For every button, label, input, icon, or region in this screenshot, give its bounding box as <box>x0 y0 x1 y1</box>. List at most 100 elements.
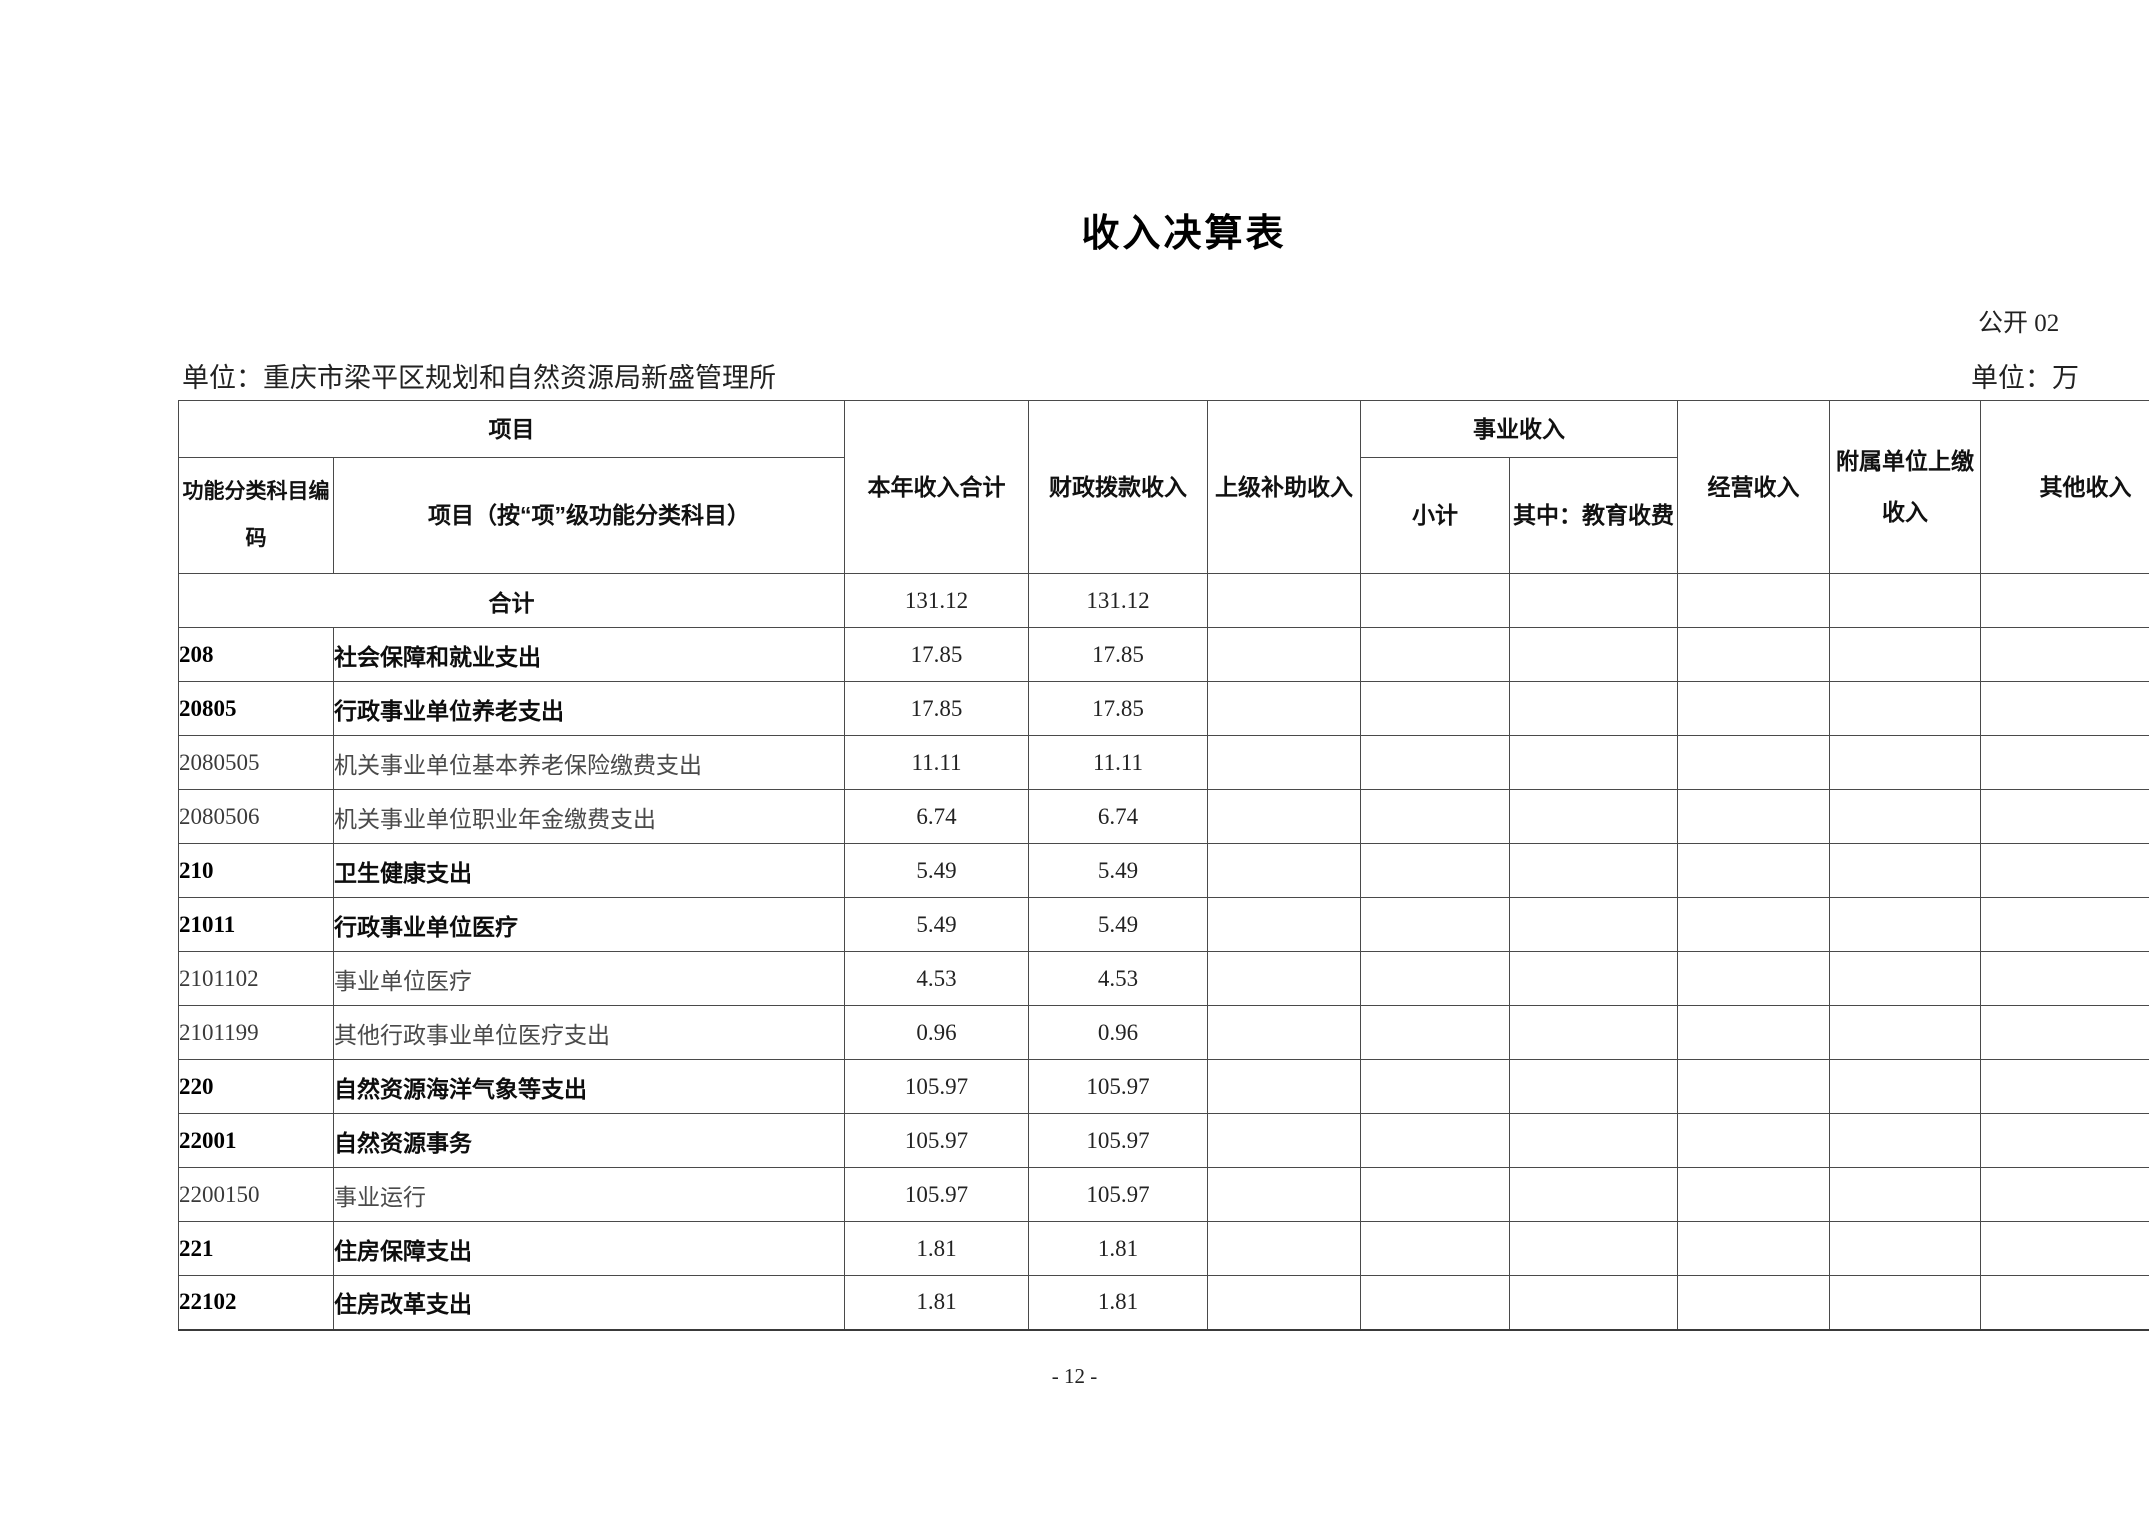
total-annual-total: 131.12 <box>844 573 1029 628</box>
unit-name-label: 单位：重庆市梁平区规划和自然资源局新盛管理所 <box>182 363 776 393</box>
cell-name: 住房改革支出 <box>333 1275 845 1330</box>
table-row: 208 社会保障和就业支出 17.85 17.85 <box>178 627 2149 682</box>
cell-superior-subsidy <box>1207 1113 1361 1168</box>
table-row: 2080506 机关事业单位职业年金缴费支出 6.74 6.74 <box>178 789 2149 844</box>
cell-business-subtotal <box>1360 735 1510 790</box>
cell-education-fee <box>1509 789 1678 844</box>
header-operating-income: 经营收入 <box>1677 400 1830 574</box>
cell-affiliated-remit <box>1829 735 1981 790</box>
header-row-2: 功能分类科目编码 项目（按“项”级功能分类科目） 小计 其中：教育收费 <box>178 457 2149 574</box>
cell-business-subtotal <box>1360 789 1510 844</box>
cell-annual-total: 17.85 <box>844 681 1029 736</box>
table-row: 21011 行政事业单位医疗 5.49 5.49 <box>178 897 2149 952</box>
cell-fiscal-grant: 105.97 <box>1028 1167 1208 1222</box>
cell-affiliated-remit <box>1829 627 1981 682</box>
total-education-fee <box>1509 573 1678 628</box>
table-row: 2080505 机关事业单位基本养老保险缴费支出 11.11 11.11 <box>178 735 2149 790</box>
cell-operating <box>1677 951 1830 1006</box>
cell-business-subtotal <box>1360 1113 1510 1168</box>
cell-name: 其他行政事业单位医疗支出 <box>333 1005 845 1060</box>
cell-operating <box>1677 1005 1830 1060</box>
cell-superior-subsidy <box>1207 897 1361 952</box>
table-row: 22001 自然资源事务 105.97 105.97 <box>178 1113 2149 1168</box>
table-header: 项目 本年收入合计 财政拨款收入 上级补助收入 事业收入 经营收入 附属单位上缴… <box>178 400 2149 574</box>
cell-operating <box>1677 897 1830 952</box>
cell-fiscal-grant: 4.53 <box>1028 951 1208 1006</box>
cell-name: 行政事业单位医疗 <box>333 897 845 952</box>
cell-superior-subsidy <box>1207 1005 1361 1060</box>
cell-superior-subsidy <box>1207 843 1361 898</box>
cell-education-fee <box>1509 1275 1678 1330</box>
cell-other <box>1980 951 2149 1006</box>
cell-annual-total: 1.81 <box>844 1275 1029 1330</box>
cell-code: 221 <box>178 1221 334 1276</box>
cell-fiscal-grant: 105.97 <box>1028 1059 1208 1114</box>
cell-operating <box>1677 789 1830 844</box>
total-operating <box>1677 573 1830 628</box>
table-row: 20805 行政事业单位养老支出 17.85 17.85 <box>178 681 2149 736</box>
cell-business-subtotal <box>1360 1059 1510 1114</box>
cell-other <box>1980 843 2149 898</box>
cell-annual-total: 6.74 <box>844 789 1029 844</box>
cell-business-subtotal <box>1360 951 1510 1006</box>
cell-annual-total: 105.97 <box>844 1113 1029 1168</box>
cell-business-subtotal <box>1360 1005 1510 1060</box>
total-business-subtotal <box>1360 573 1510 628</box>
total-row-label: 合计 <box>178 573 845 628</box>
cell-code: 21011 <box>178 897 334 952</box>
cell-annual-total: 0.96 <box>844 1005 1029 1060</box>
cell-other <box>1980 789 2149 844</box>
cell-superior-subsidy <box>1207 1221 1361 1276</box>
cell-education-fee <box>1509 897 1678 952</box>
header-superior-subsidy: 上级补助收入 <box>1207 400 1361 574</box>
header-annual-total: 本年收入合计 <box>844 400 1029 574</box>
cell-annual-total: 105.97 <box>844 1059 1029 1114</box>
cell-business-subtotal <box>1360 681 1510 736</box>
cell-business-subtotal <box>1360 627 1510 682</box>
cell-operating <box>1677 1113 1830 1168</box>
cell-code: 2080505 <box>178 735 334 790</box>
cell-other <box>1980 735 2149 790</box>
total-other <box>1980 573 2149 628</box>
cell-affiliated-remit <box>1829 789 1981 844</box>
cell-education-fee <box>1509 681 1678 736</box>
cell-annual-total: 5.49 <box>844 897 1029 952</box>
cell-affiliated-remit <box>1829 843 1981 898</box>
header-business-income-group: 事业收入 <box>1360 400 1678 458</box>
cell-education-fee <box>1509 1059 1678 1114</box>
total-affiliated-remit <box>1829 573 1981 628</box>
doc-code-label: 公开 02 <box>1978 310 2060 337</box>
page-number: - 12 - <box>1051 1364 1098 1388</box>
cell-superior-subsidy <box>1207 627 1361 682</box>
cell-code: 2101199 <box>178 1005 334 1060</box>
table-row: 2101199 其他行政事业单位医疗支出 0.96 0.96 <box>178 1005 2149 1060</box>
cell-superior-subsidy <box>1207 735 1361 790</box>
cell-operating <box>1677 1275 1830 1330</box>
cell-education-fee <box>1509 627 1678 682</box>
income-statement-table: 项目 本年收入合计 财政拨款收入 上级补助收入 事业收入 经营收入 附属单位上缴… <box>178 400 2149 1331</box>
cell-fiscal-grant: 17.85 <box>1028 681 1208 736</box>
cell-superior-subsidy <box>1207 1059 1361 1114</box>
cell-operating <box>1677 681 1830 736</box>
table-body: 合计 131.12 131.12 208 社会保障和就业支出 17.85 17.85 2… <box>178 573 2149 1330</box>
cell-operating <box>1677 1059 1830 1114</box>
total-superior-subsidy <box>1207 573 1361 628</box>
table-row: 210 卫生健康支出 5.49 5.49 <box>178 843 2149 898</box>
cell-name: 自然资源海洋气象等支出 <box>333 1059 845 1114</box>
cell-other <box>1980 681 2149 736</box>
cell-name: 卫生健康支出 <box>333 843 845 898</box>
header-other-income: 其他收入 <box>1980 400 2149 574</box>
cell-other <box>1980 1167 2149 1222</box>
cell-other <box>1980 1221 2149 1276</box>
cell-name: 事业单位医疗 <box>333 951 845 1006</box>
cell-code: 20805 <box>178 681 334 736</box>
cell-education-fee <box>1509 1221 1678 1276</box>
cell-affiliated-remit <box>1829 1275 1981 1330</box>
cell-other <box>1980 897 2149 952</box>
cell-affiliated-remit <box>1829 1059 1981 1114</box>
cell-other <box>1980 1275 2149 1330</box>
cell-name: 机关事业单位职业年金缴费支出 <box>333 789 845 844</box>
page-title: 收入决算表 <box>1081 213 1287 255</box>
cell-annual-total: 105.97 <box>844 1167 1029 1222</box>
